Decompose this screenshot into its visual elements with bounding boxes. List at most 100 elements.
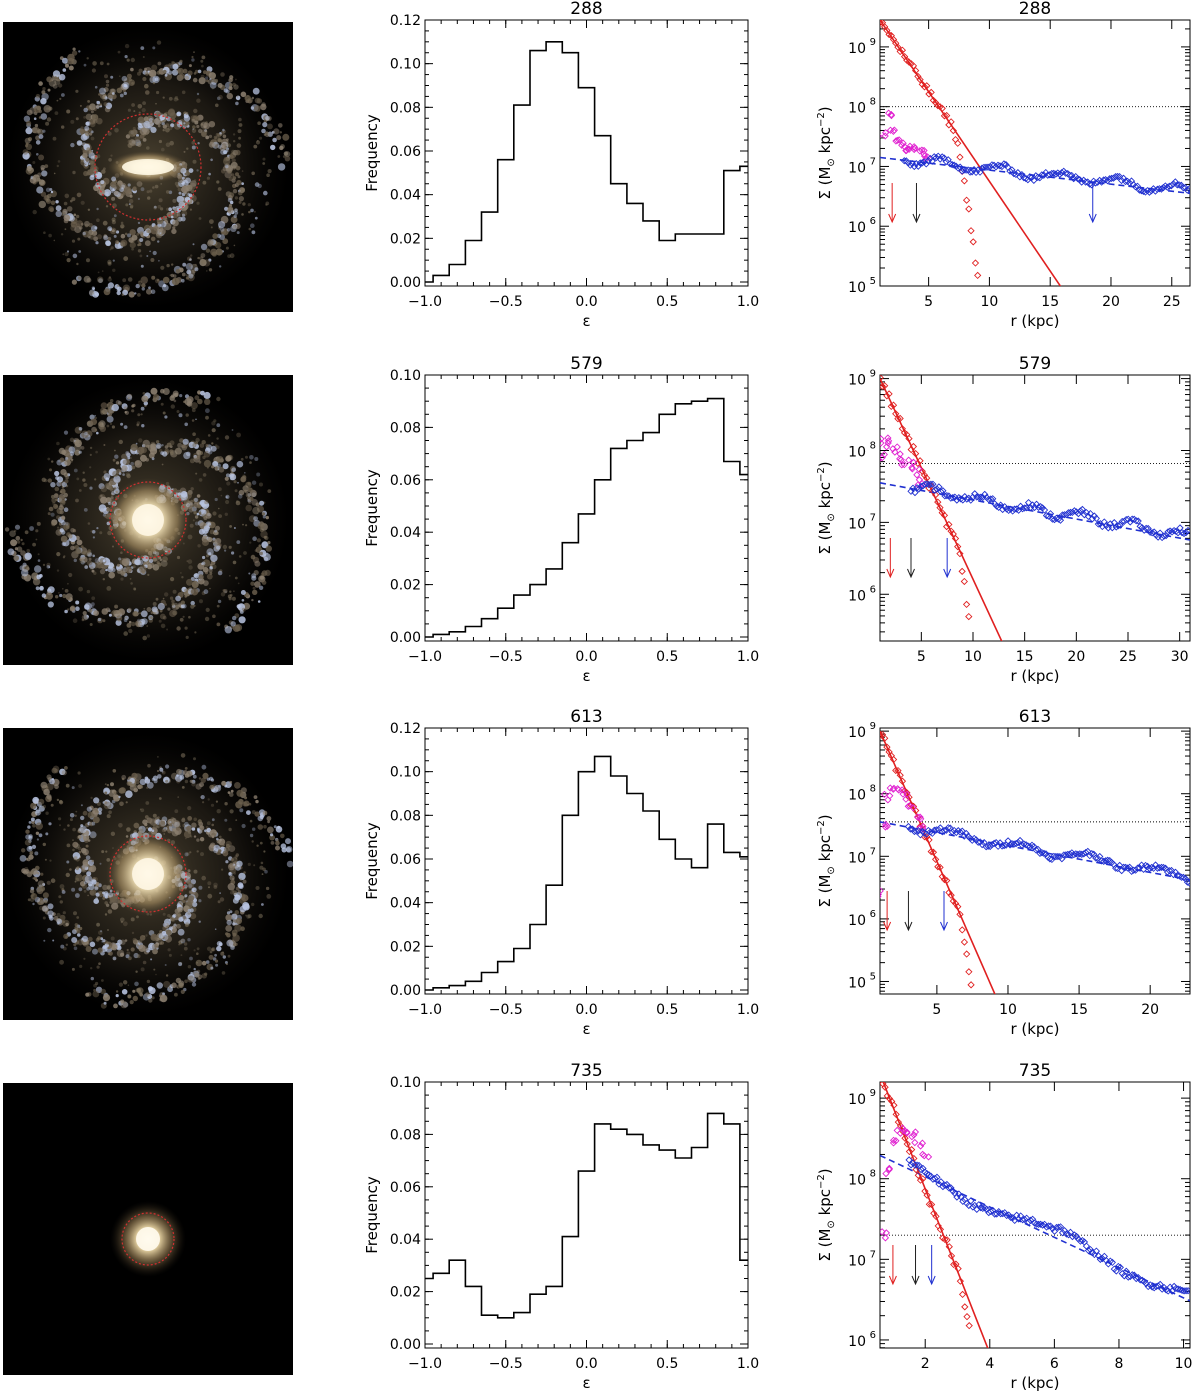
spiral-arm-dot [188,273,194,279]
disk-star-dot [50,803,54,807]
disk-star-dot [25,150,28,154]
disk-star-dot [198,885,203,890]
disk-data-point [1173,181,1181,189]
disk-star-dot [187,559,193,564]
disk-star-dot [135,970,138,973]
spiral-arm-dot [112,470,119,478]
spiral-arm-dot [238,872,246,881]
total-data-point [880,894,882,899]
disk-star-dot [173,97,178,102]
hist-frame [424,1081,749,1349]
total-data-point [880,435,885,443]
disk-star-dot [41,477,46,482]
bulge-data-point [880,20,884,27]
spiral-arm-dot [74,843,77,847]
spiral-arm-dot [88,557,92,561]
disk-star-dot [73,911,77,916]
disk-star-dot [189,208,192,211]
disk-star-dot [236,231,240,235]
disk-star-dot [45,187,51,193]
disk-data-point [996,839,1004,847]
spiral-arm-dot [108,571,115,579]
hist-bin [659,839,675,994]
spiral-arm-dot [78,850,82,854]
spiral-arm-dot [202,559,211,567]
disk-star-dot [29,850,34,855]
spiral-arm-dot [125,835,129,838]
disk-star-dot [28,870,32,874]
spiral-arm-dot [262,515,266,519]
disk-star-dot [99,531,103,535]
disk-star-dot [110,75,114,79]
hist-ytick-label: 0.06 [390,1180,421,1196]
disk-star-dot [53,239,56,242]
disk-star-dot [114,606,117,609]
disk-star-dot [231,78,234,81]
disk-data-point [975,493,983,501]
spiral-arm-dot [99,87,106,95]
hist-bin [675,234,691,286]
disk-star-dot [149,250,151,253]
disk-star-dot [233,480,237,484]
spiral-arm-dot [142,439,150,448]
disk-star-dot [244,472,246,474]
disk-star-dot [254,182,260,187]
spiral-arm-dot [209,565,213,570]
spiral-arm-dot [200,777,206,784]
bulge-data-point [925,836,933,844]
disk-star-dot [107,131,112,136]
disk-star-dot [243,871,246,874]
disk-star-dot [191,982,197,987]
spiral-arm-dot [157,61,162,66]
spiral-arm-dot [93,988,96,992]
spiral-arm-dot [232,82,237,87]
spiral-arm-dot [181,179,189,187]
disk-data-point [1171,178,1179,186]
hist-bin [740,166,748,286]
spiral-arm-dot [140,446,148,454]
disk-star-dot [24,155,29,160]
spiral-arm-dot [197,256,200,260]
disk-star-dot [174,181,179,186]
spiral-arm-dot [82,834,90,841]
spiral-arm-dot [85,946,92,952]
spiral-arm-dot [188,441,195,449]
spiral-arm-dot [197,455,201,459]
disk-data-point [987,495,995,503]
spiral-arm-dot [229,780,233,784]
disk-star-dot [183,122,186,125]
disk-star-dot [164,964,167,966]
disk-star-dot [180,753,186,758]
spiral-arm-dot [215,963,219,967]
spiral-arm-dot [50,190,54,194]
spiral-arm-dot [196,969,201,974]
spiral-arm-dot [179,438,184,443]
bulge-data-point [965,205,973,213]
spiral-arm-dot [236,789,244,797]
spiral-arm-dot [190,180,197,187]
disk-star-dot [144,815,149,819]
disk-star-dot [219,265,222,268]
spiral-arm-dot [232,897,239,904]
spiral-arm-dot [91,166,95,169]
spiral-arm-dot [47,601,54,608]
disk-star-dot [80,560,85,565]
disk-star-dot [54,486,60,492]
spiral-arm-dot [222,850,229,857]
spiral-arm-dot [39,885,45,892]
spiral-arm-dot [25,829,30,834]
total-data-point [920,146,928,155]
disk-star-dot [108,810,112,814]
profile-ylabel: Σ (M⊙ kpc−2) [816,461,837,554]
spiral-arm-dot [127,183,131,187]
disk-star-dot [226,481,231,486]
spiral-arm-dot [62,57,68,64]
disk-star-dot [156,769,160,773]
disk-data-point [1010,505,1019,513]
disk-star-dot [179,59,183,63]
spiral-arm-dot [184,911,192,919]
disk-star-dot [111,425,115,429]
disk-star-dot [75,89,79,93]
disk-star-dot [104,783,107,785]
disk-star-dot [139,622,143,626]
